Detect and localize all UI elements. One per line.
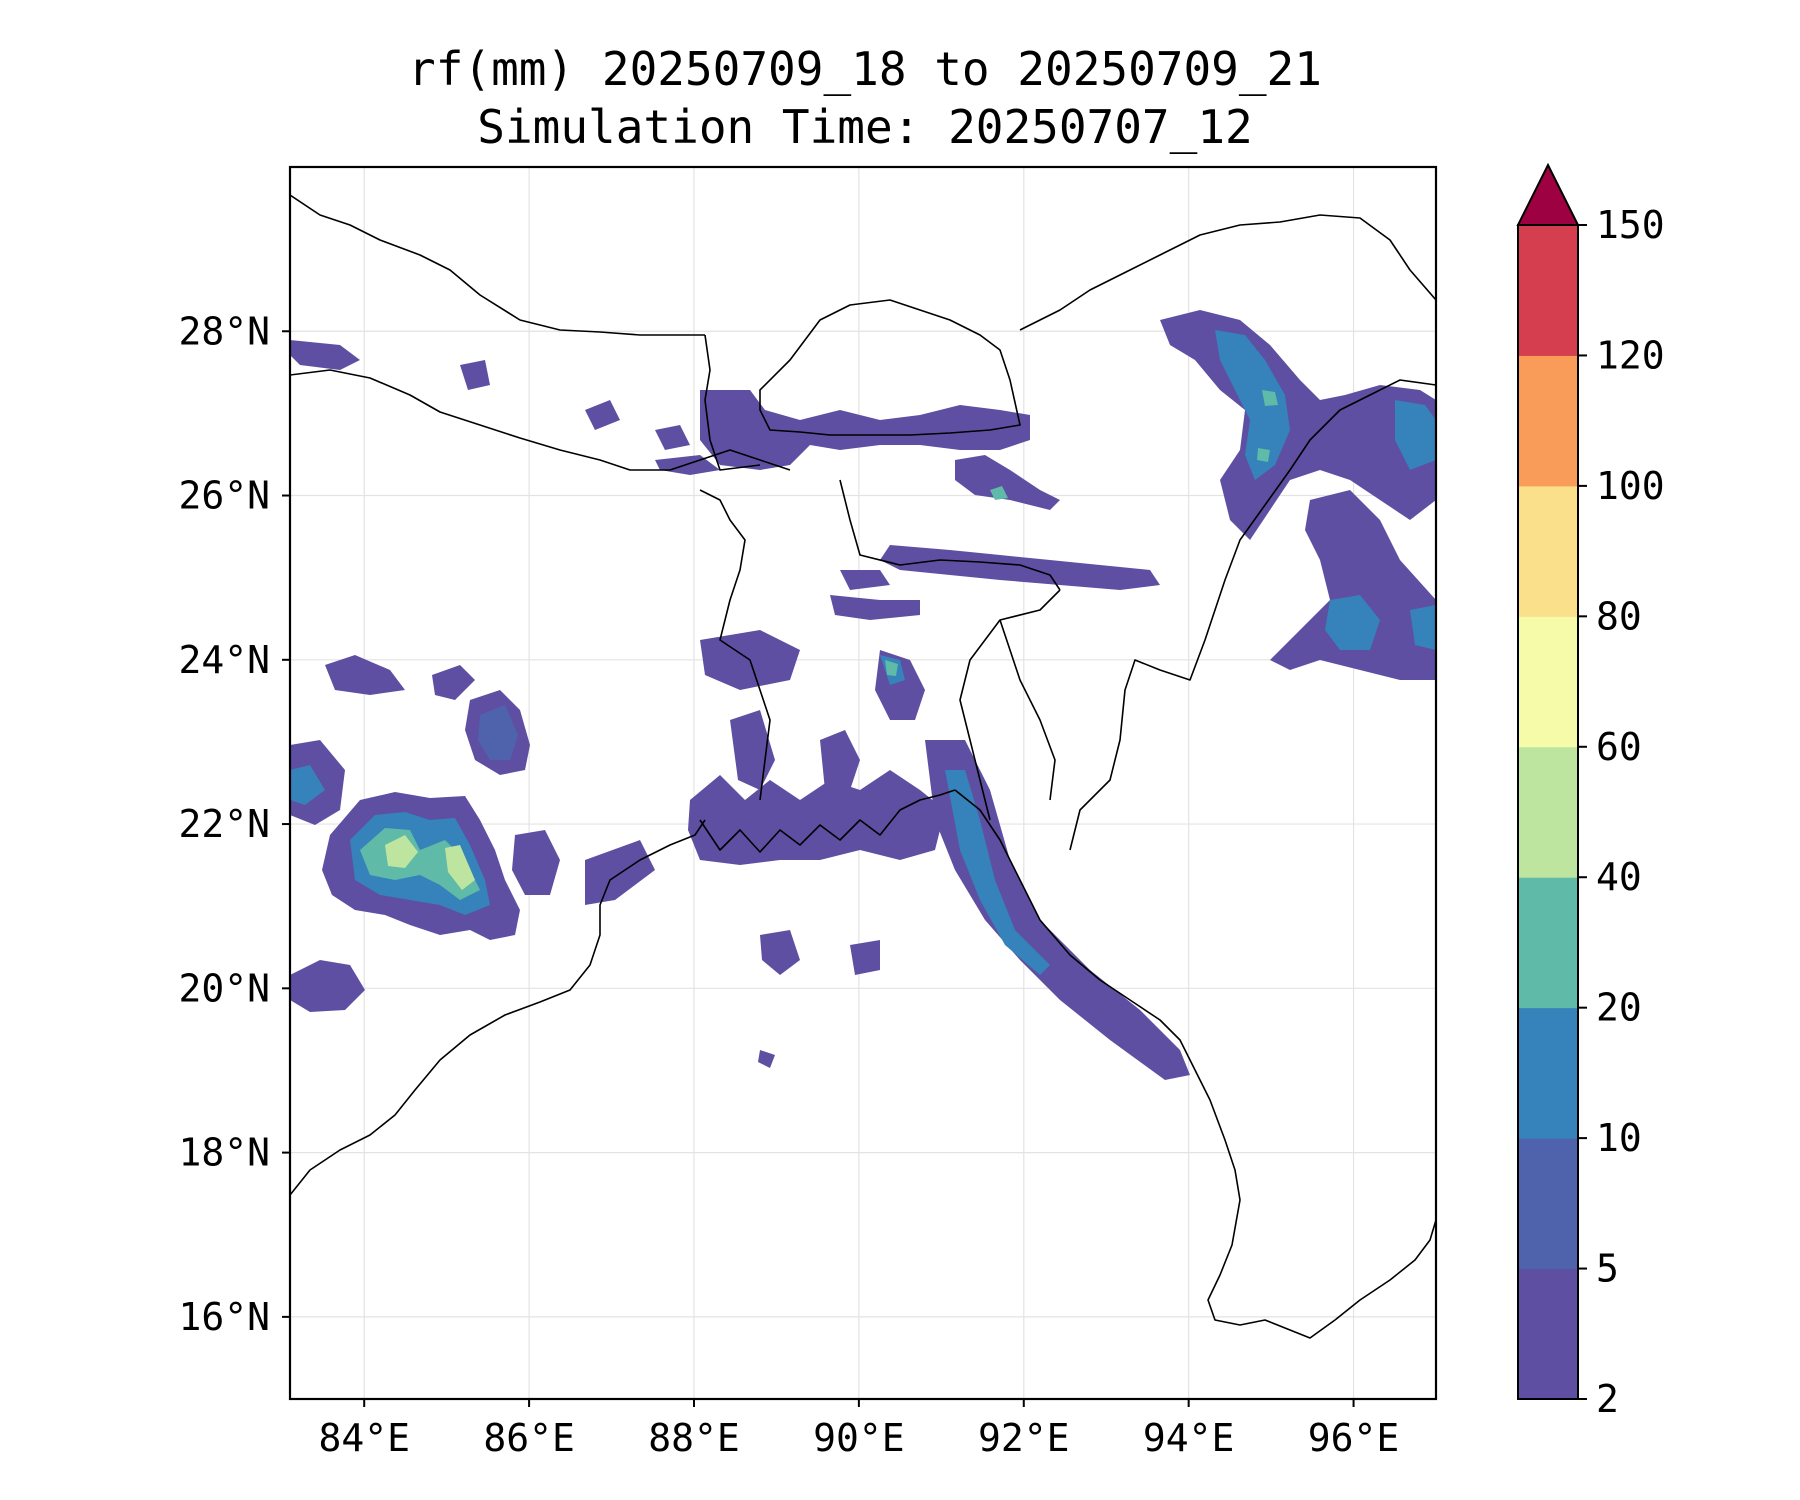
- chart-title: rf(mm) 20250709_18 to 20250709_21 Simula…: [0, 40, 1730, 156]
- coastline-east-india: [290, 819, 706, 1196]
- colorbar-tick-label: 100: [1596, 464, 1665, 508]
- rain-patch: [1270, 490, 1436, 680]
- rain-patch: [290, 765, 325, 805]
- rain-patch: [585, 400, 720, 475]
- colorbar-tick-label: 120: [1596, 333, 1665, 377]
- rain-patch: [478, 705, 518, 760]
- rain-patch: [1257, 390, 1278, 462]
- coastlines-and-borders: [290, 194, 1436, 1339]
- x-tick-label: 86°E: [483, 1416, 575, 1460]
- rain-patch: [1325, 595, 1436, 650]
- border-tripura: [999, 619, 1056, 801]
- border-nepal-south: [290, 369, 791, 471]
- rain-patch: [880, 545, 1160, 590]
- title-line-1: rf(mm) 20250709_18 to 20250709_21: [408, 42, 1322, 96]
- colorbar-segment: [1518, 877, 1578, 1009]
- y-tick-label: 16°N: [178, 1295, 270, 1339]
- rain-patch: [325, 655, 475, 700]
- x-tick-label: 94°E: [1143, 1416, 1235, 1460]
- x-tick-label: 84°E: [318, 1416, 410, 1460]
- rain-patch: [700, 390, 1030, 470]
- coastline-myanmar: [954, 789, 1436, 1339]
- colorbar: 2 5 10 20 40 60 80 100 120 150: [1516, 162, 1665, 1421]
- colorbar-tick-label: 60: [1596, 725, 1642, 769]
- x-tick-label: 90°E: [813, 1416, 905, 1460]
- border-bangladesh-east: [959, 589, 1061, 821]
- y-tick-label: 20°N: [178, 966, 270, 1010]
- rain-patch: [385, 835, 475, 890]
- rain-patch: [512, 830, 560, 895]
- coastline-bangladesh: [699, 789, 956, 853]
- border-bhutan: [759, 299, 1021, 436]
- colorbar-segment: [1518, 746, 1578, 878]
- colorbar-segment: [1518, 225, 1578, 356]
- y-axis-ticks: 16°N 18°N 20°N 22°N 24°N 26°N 28°N: [178, 309, 290, 1339]
- colorbar-segment: [1518, 485, 1578, 617]
- colorbar-tick-label: 5: [1596, 1247, 1619, 1291]
- y-tick-label: 24°N: [178, 638, 270, 682]
- colorbar-tick-label: 10: [1596, 1116, 1642, 1160]
- rain-patch: [1215, 330, 1436, 480]
- colorbar-tick-label: 40: [1596, 855, 1642, 899]
- title-line-2: Simulation Time: 20250707_12: [477, 100, 1253, 154]
- precipitation-field: [290, 310, 1436, 1080]
- x-axis-ticks: 84°E 86°E 88°E 90°E 92°E 94°E 96°E: [318, 1399, 1399, 1460]
- rain-patch: [885, 660, 898, 676]
- x-tick-label: 96°E: [1308, 1416, 1400, 1460]
- colorbar-tick-label: 80: [1596, 594, 1642, 638]
- colorbar-tick-label: 20: [1596, 986, 1642, 1030]
- rain-patch: [830, 570, 920, 620]
- x-tick-label: 88°E: [648, 1416, 740, 1460]
- y-tick-label: 18°N: [178, 1131, 270, 1175]
- border-bangladesh-west: [699, 489, 771, 801]
- rain-patch: [945, 770, 1050, 975]
- border-sikkim: [704, 334, 761, 471]
- rain-patch: [730, 710, 860, 790]
- rain-patch: [688, 770, 945, 865]
- colorbar-tick-label: 150: [1596, 203, 1665, 247]
- y-tick-label: 22°N: [178, 802, 270, 846]
- rain-patch: [990, 486, 1008, 500]
- colorbar-tick-label: 2: [1596, 1377, 1619, 1421]
- rain-patch: [290, 960, 365, 1012]
- border-india-myanmar: [1069, 379, 1436, 851]
- rain-patch: [955, 455, 1060, 510]
- colorbar-segment: [1518, 355, 1578, 487]
- border-bangladesh-north: [839, 479, 1061, 591]
- rain-patch: [758, 930, 880, 1068]
- y-tick-label: 26°N: [178, 474, 270, 518]
- y-tick-label: 28°N: [178, 309, 270, 353]
- colorbar-extend-arrow: [1516, 162, 1580, 226]
- colorbar-segment: [1518, 1268, 1578, 1400]
- colorbar-segment: [1518, 1007, 1578, 1139]
- colorbar-segment: [1518, 616, 1578, 748]
- x-tick-label: 92°E: [978, 1416, 1070, 1460]
- border-arunachal-north: [1019, 214, 1436, 331]
- rain-patch: [290, 340, 490, 390]
- map-frame: [288, 165, 1438, 1401]
- rain-patch: [925, 740, 1190, 1080]
- colorbar-frame: [1517, 224, 1579, 1400]
- colorbar-segment: [1518, 1138, 1578, 1270]
- border-nepal-north: [290, 194, 705, 336]
